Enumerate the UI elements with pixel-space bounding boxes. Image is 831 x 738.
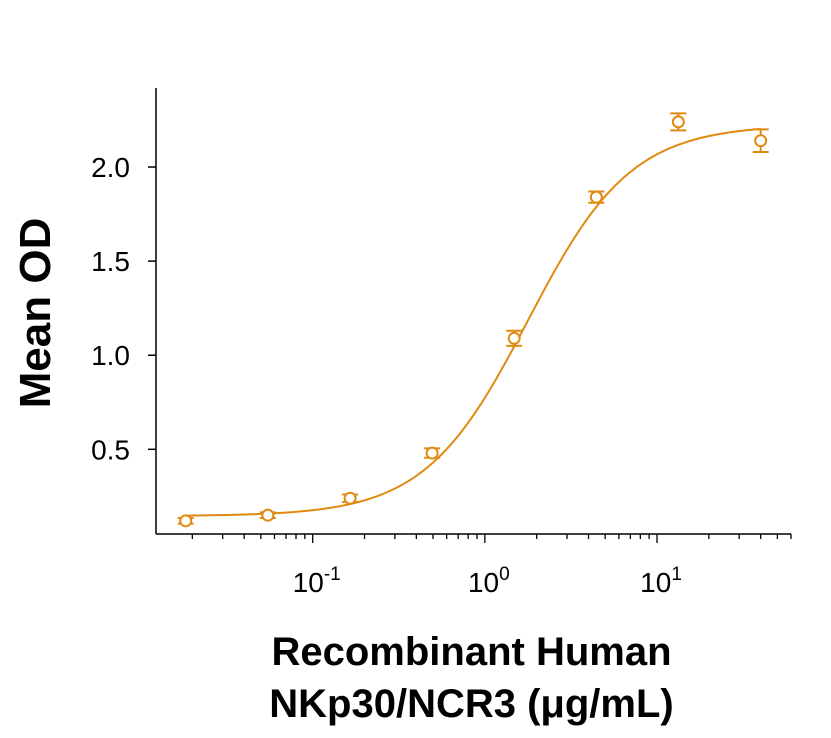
y-tick-label: 0.5 xyxy=(91,434,130,465)
data-marker xyxy=(507,331,521,345)
data-marker xyxy=(179,514,193,528)
x-tick-label: 100 xyxy=(468,564,510,598)
y-tick-label: 1.0 xyxy=(91,340,130,371)
x-tick-label-exponent: -1 xyxy=(324,564,341,585)
y-tick-label: 2.0 xyxy=(91,152,130,183)
x-axis-ticks xyxy=(191,534,792,543)
x-axis-title-line-1: Recombinant Human xyxy=(271,630,671,674)
data-point xyxy=(588,190,605,204)
data-marker xyxy=(589,190,603,204)
data-point xyxy=(670,112,687,132)
data-marker xyxy=(343,491,357,505)
data-point xyxy=(177,514,194,528)
y-axis-tick-labels: 0.5 1.0 1.5 2.0 xyxy=(91,152,130,465)
x-axis-title-line-2: NKp30/NCR3 (μg/mL) xyxy=(269,682,674,726)
x-tick-label-exponent: 1 xyxy=(671,564,682,585)
data-marker xyxy=(671,115,685,129)
x-tick-label-base: 10 xyxy=(468,567,499,598)
y-tick-label: 1.5 xyxy=(91,246,130,277)
x-tick-label: 101 xyxy=(640,564,682,598)
axes xyxy=(155,88,791,535)
data-marker xyxy=(261,508,275,522)
data-marker xyxy=(754,134,768,148)
data-point xyxy=(259,508,276,522)
y-axis-ticks xyxy=(148,166,156,451)
x-axis-tick-labels: 10-1 100 101 xyxy=(293,564,682,598)
x-tick-label: 10-1 xyxy=(293,564,341,598)
y-axis-title: Mean OD xyxy=(11,218,60,409)
x-tick-label-base: 10 xyxy=(640,567,671,598)
data-point xyxy=(424,446,441,460)
data-point xyxy=(506,329,523,347)
fit-curve xyxy=(185,127,761,517)
data-points xyxy=(177,112,769,528)
data-marker xyxy=(425,446,439,460)
x-tick-label-exponent: 0 xyxy=(499,564,510,585)
data-point xyxy=(752,128,769,153)
x-tick-label-base: 10 xyxy=(293,567,324,598)
data-point xyxy=(342,491,359,505)
